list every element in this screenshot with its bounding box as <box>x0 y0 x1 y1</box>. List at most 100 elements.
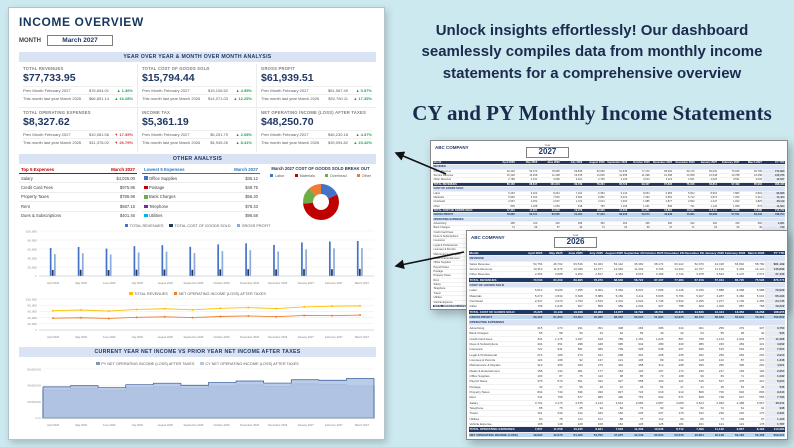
column-header: March 2027 <box>739 161 763 166</box>
cell: 263 <box>724 353 745 358</box>
cell: 202 <box>684 353 705 358</box>
row-label: Other Revenue <box>469 272 523 278</box>
cell: 628 <box>623 347 644 353</box>
cell: 69,402 <box>522 315 543 321</box>
cell: 669 <box>684 304 705 310</box>
x-axis-label: July 2026 <box>131 282 144 285</box>
cell <box>537 165 561 170</box>
sheet-row: Materials 5,273 4,534 6,628 5,889 5,150 4,411 6… <box>469 293 785 300</box>
chart-svg: 0 20,000 40,000 60,000 80,000 100,000 <box>26 297 374 332</box>
cell: 689 <box>603 304 624 310</box>
cell: 57,551 <box>717 213 740 218</box>
column-header: PY YTD <box>764 251 785 257</box>
cell: 1,004 <box>724 337 745 342</box>
kpi-comparison-label: This month last year March 2026 <box>261 96 320 101</box>
cell: 662 <box>643 395 664 401</box>
cell: 395 <box>603 342 624 348</box>
cell: 5,273 <box>522 294 543 300</box>
cell: 16,268 <box>744 309 765 316</box>
kpi-label: TOTAL OPERATING EXPENSES <box>23 110 91 115</box>
x-axis-label: February 2027 <box>325 336 343 339</box>
cell: 14,530 <box>684 309 705 316</box>
x-axis-label: March 2027 <box>354 282 369 285</box>
kpi-delta: ▲ 2.08% <box>235 132 252 137</box>
cell: 382 <box>739 222 763 227</box>
cell: 55 <box>704 331 725 337</box>
cell: 55 <box>563 385 584 390</box>
cell: 51,984 <box>643 315 664 321</box>
month-dropdown[interactable]: March 2027 <box>47 35 113 46</box>
cell: 402 <box>603 363 624 369</box>
cell: 53,324 <box>563 315 584 321</box>
column-header: September 2026 <box>605 161 628 166</box>
sheet-row: NET OPERATING INCOME (LOSS) 49,095 42,370 6… <box>469 432 785 437</box>
cell <box>764 283 785 289</box>
row-label: Materials <box>433 196 493 201</box>
legend-item: CY NET OPERATING INCOME (LOSS) AFTER TAX… <box>200 362 299 366</box>
x-axis-label: June 2026 <box>102 282 116 285</box>
expense-name: Rent <box>21 203 30 209</box>
cell: 161 <box>684 422 705 428</box>
svg-text:0: 0 <box>35 274 37 277</box>
cell: 46 <box>744 385 765 390</box>
x-axis-label: May 2026 <box>75 424 88 427</box>
cell: 8,493 <box>744 427 765 433</box>
kpi-comparison-row: Prev Month February 2027 $15,106.52 ▲ 4.55… <box>142 86 252 93</box>
x-axis-label: November 2026 <box>240 336 260 339</box>
cell <box>724 256 745 262</box>
cell: 808 <box>583 304 604 310</box>
top5-expenses-table: Top 5 Expenses March 2027 Salary $4,025.00 C… <box>19 166 137 220</box>
cell: 431 <box>744 342 765 348</box>
cell: 7,164 <box>560 192 583 196</box>
cell: 561 <box>563 347 584 353</box>
row-label: Dues & Subscriptions <box>469 342 523 348</box>
column-header: October 2026 <box>627 161 651 166</box>
sheet-header: ABC COMPANY Year 2027 Last update March <box>431 141 787 163</box>
kpi-comparison-label: Prev Month February 2027 <box>142 132 190 137</box>
kpi-value: $8,327.62 <box>23 116 70 128</box>
row-label: GROSS PROFIT <box>433 213 493 218</box>
cell <box>704 256 725 262</box>
cell: 2,247 <box>695 200 718 205</box>
cell: 302 <box>605 222 628 227</box>
cell: 2,255 <box>684 299 705 305</box>
legend-label: Other <box>361 173 372 178</box>
row-label: REVENUE <box>469 256 523 262</box>
cell: 54 <box>643 385 664 390</box>
kpi-value: $15,794.44 <box>142 72 195 84</box>
cell <box>704 283 725 289</box>
cell: 13,040 <box>603 267 624 273</box>
legend-item: NET OPERATING INCOME (LOSS) AFTER TAXES <box>173 292 266 296</box>
legend-label: TOTAL COST OF GOODS SOLD <box>174 223 231 228</box>
row-label: Rent <box>469 395 523 401</box>
cell: 37 <box>542 385 564 390</box>
legend-swatch <box>356 173 361 178</box>
kpi-delta: ▲ 4.55% <box>235 88 252 93</box>
cell: 100 <box>522 374 543 380</box>
sheet-header: ABC COMPANY Year 2026 Last update March <box>467 231 787 253</box>
x-axis-label: October 2026 <box>213 282 230 285</box>
cell: 8,931 <box>583 427 604 433</box>
cell: 108 <box>542 358 564 364</box>
last-update: Last update March <box>535 159 560 163</box>
cell: 128 <box>563 422 584 428</box>
cell <box>560 217 583 223</box>
column-header: November 2026 <box>650 161 673 166</box>
cell: 410 <box>522 363 543 369</box>
cell: 3,696 <box>537 178 561 183</box>
legend-swatch <box>144 185 148 190</box>
sheet-row: REVENUE <box>433 165 785 170</box>
cell: 7,532 <box>537 196 561 201</box>
cell: 6,984 <box>650 192 673 196</box>
svg-text:20,000: 20,000 <box>28 322 38 326</box>
cell: 1,045 <box>542 304 564 310</box>
cell: 9,144 <box>605 192 628 196</box>
svg-text:0: 0 <box>35 328 37 331</box>
sheet-row: COST OF GOODS SOLD <box>433 187 785 192</box>
cell: 358 <box>492 222 516 227</box>
cell: 313 <box>643 363 664 369</box>
cell: 379 <box>724 326 745 332</box>
cell-ytd: 42,537 <box>762 178 785 183</box>
cell <box>684 283 705 289</box>
cell-ytd: 996,333 <box>762 182 785 188</box>
